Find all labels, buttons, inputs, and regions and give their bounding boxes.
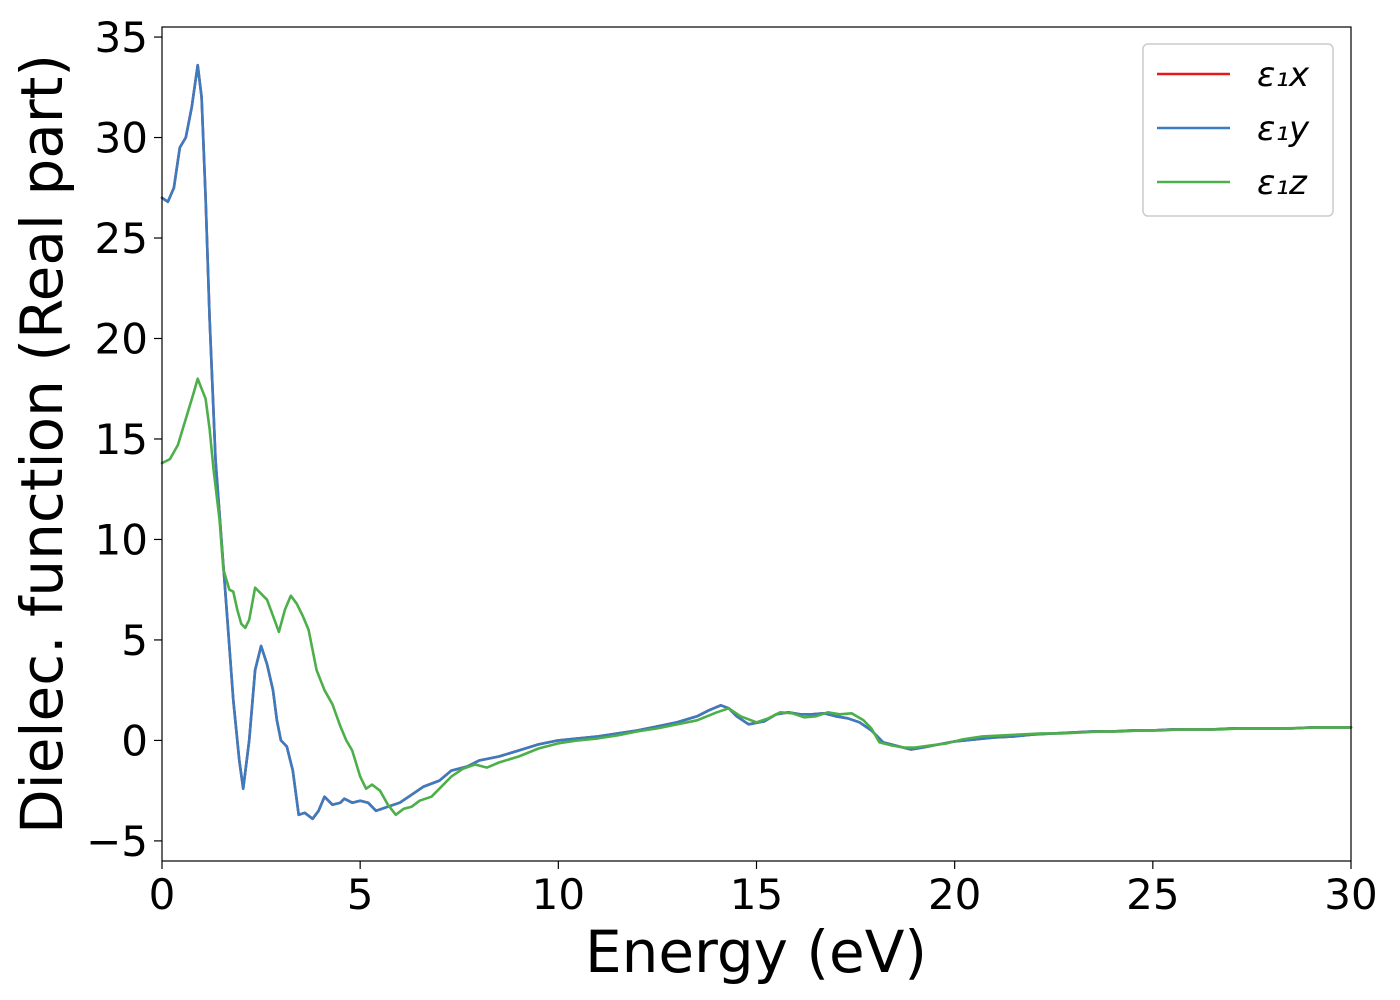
y-tick-label: 35 (95, 13, 148, 62)
y-tick-label: −5 (86, 817, 148, 866)
legend-label-1: ε₁y (1257, 109, 1310, 149)
y-tick-label: 0 (121, 716, 148, 765)
legend-label-0: ε₁x (1257, 55, 1310, 95)
y-tick-label: 15 (95, 415, 148, 464)
x-axis-ticks: 0 5 10 15 20 25 30 (149, 861, 1378, 919)
x-tick-label: 30 (1324, 870, 1377, 919)
y-tick-label: 20 (95, 314, 148, 363)
y-tick-label: 25 (95, 214, 148, 263)
series-layer (160, 63, 1353, 821)
x-axis-title: Energy (eV) (585, 918, 927, 986)
legend: ε₁x ε₁y ε₁z (1142, 43, 1334, 217)
y-tick-label: 5 (121, 616, 148, 665)
legend-items: ε₁x ε₁y ε₁z (1157, 55, 1310, 203)
y-axis-title: Dielec. function (Real part) (8, 54, 76, 834)
x-tick-label: 20 (928, 870, 981, 919)
legend-label-2: ε₁z (1257, 163, 1308, 203)
series-line-2 (160, 377, 1353, 817)
x-tick-label: 0 (149, 870, 176, 919)
x-tick-label: 5 (347, 870, 374, 919)
x-tick-label: 10 (532, 870, 585, 919)
y-tick-label: 10 (95, 515, 148, 564)
x-tick-label: 15 (730, 870, 783, 919)
x-tick-label: 25 (1126, 870, 1179, 919)
y-axis-ticks: −5 0 5 10 15 20 25 30 35 (86, 13, 162, 866)
legend-box (1142, 43, 1334, 217)
y-tick-label: 30 (95, 114, 148, 163)
